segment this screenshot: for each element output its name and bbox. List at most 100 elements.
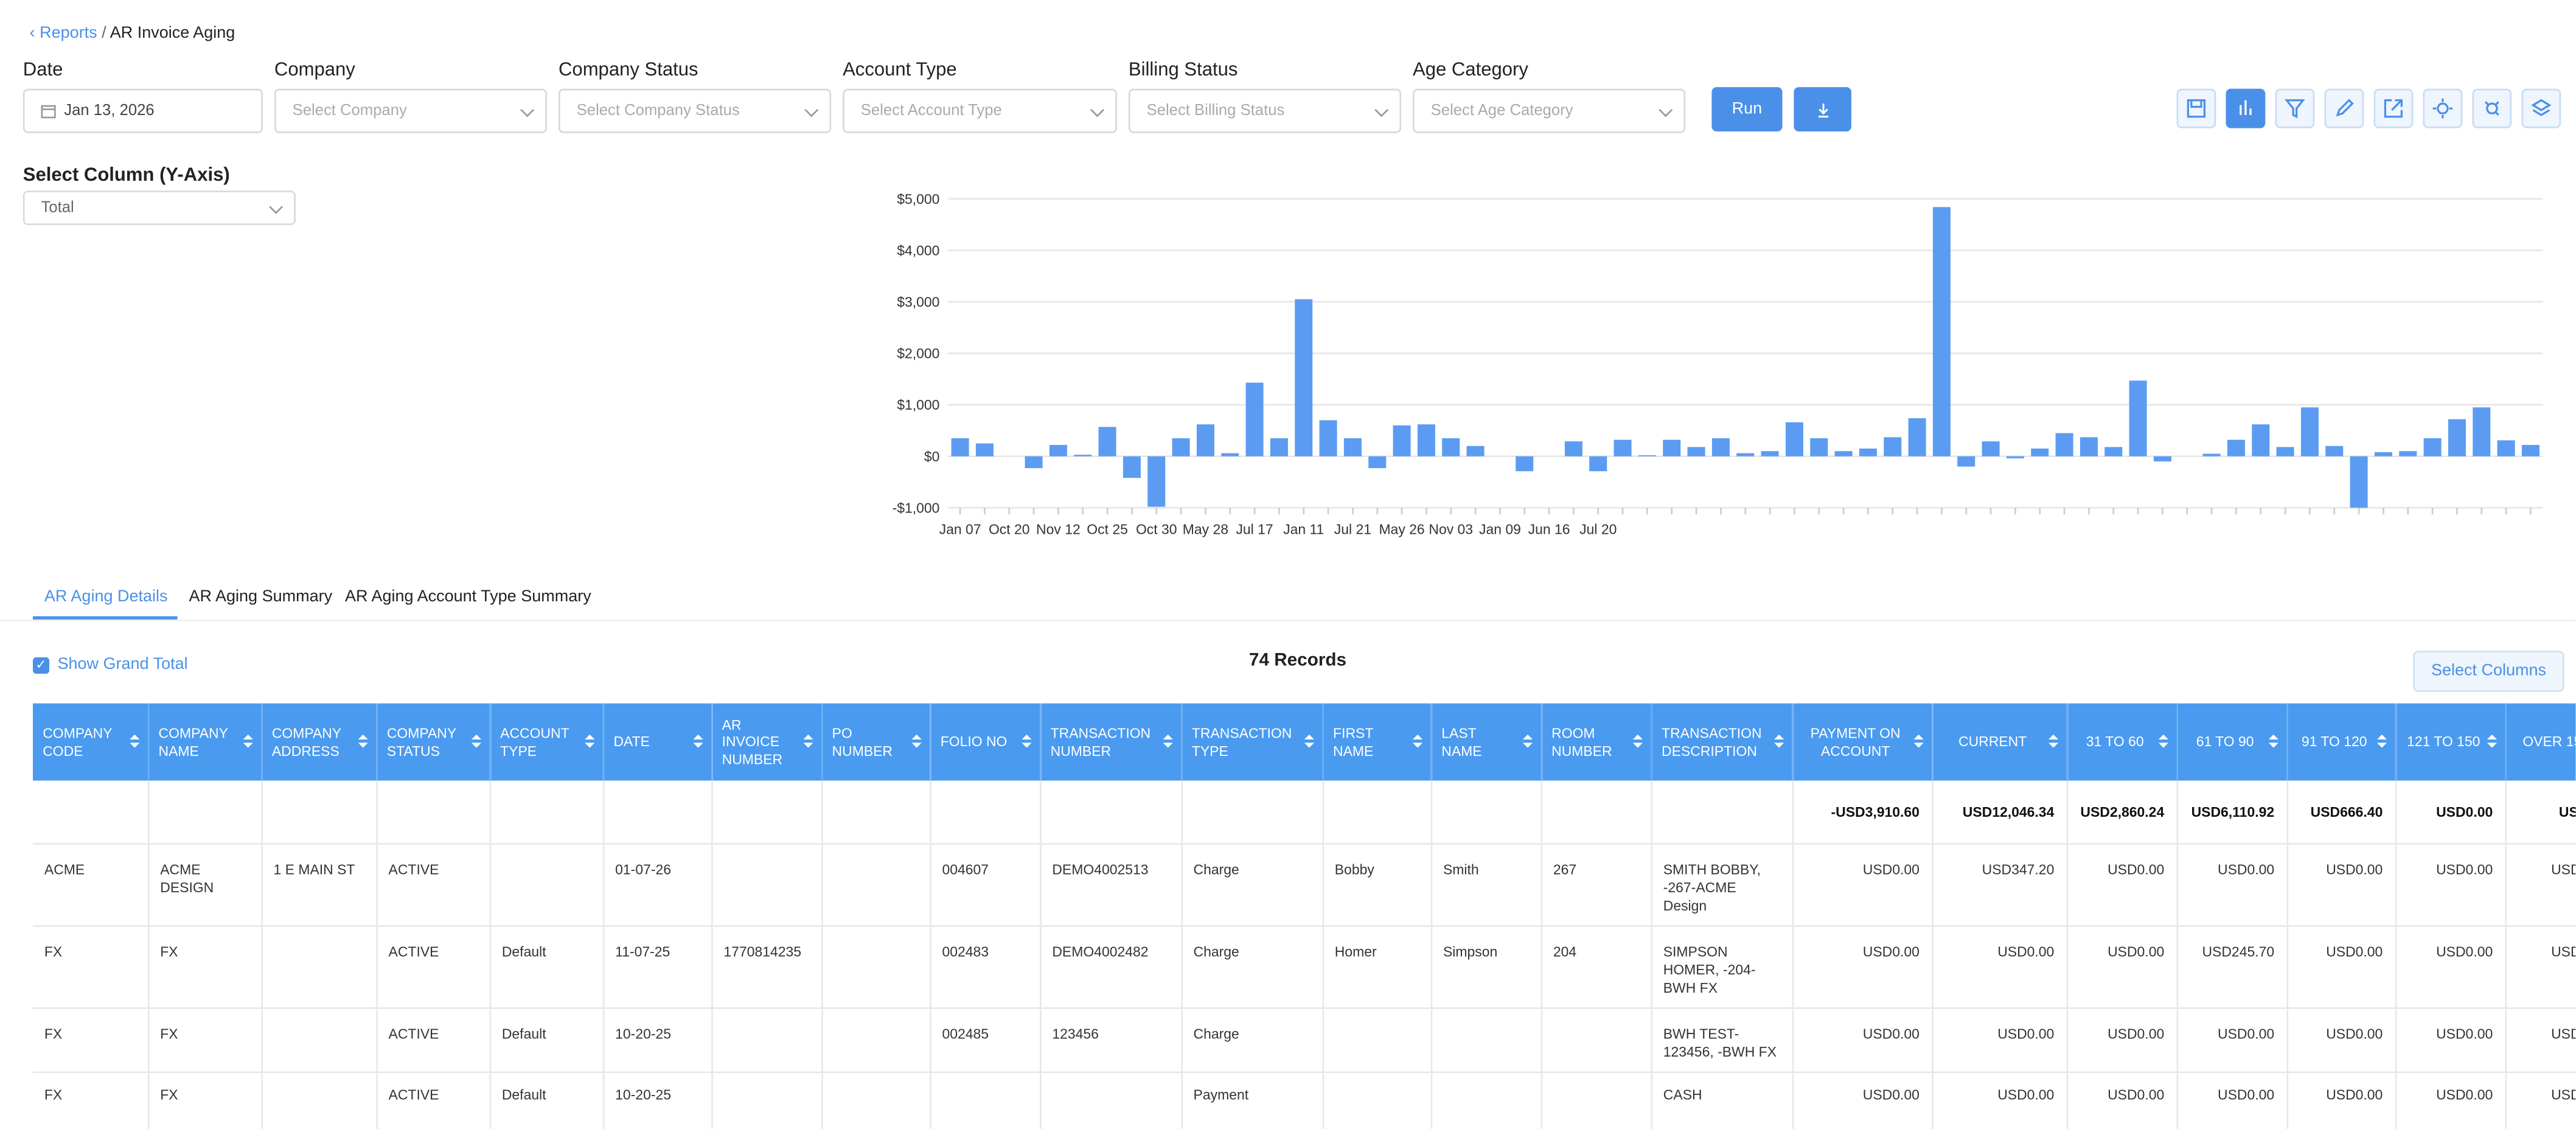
sort-icon[interactable] — [128, 733, 139, 749]
run-button[interactable]: Run — [1711, 87, 1783, 131]
column-header[interactable]: ROOM NUMBER — [1540, 703, 1652, 781]
filter-label: Company — [274, 60, 355, 81]
breadcrumb-link[interactable]: Reports — [40, 24, 97, 43]
bar — [1368, 456, 1387, 469]
download-button[interactable] — [1794, 87, 1851, 131]
sort-icon[interactable] — [692, 733, 703, 749]
filter-input[interactable]: Select Account Type — [843, 88, 1117, 133]
sort-icon[interactable] — [2486, 733, 2496, 749]
table-cell: Default — [489, 926, 604, 1009]
sort-icon[interactable] — [2157, 733, 2168, 749]
bar — [1466, 446, 1485, 456]
toolbar-button[interactable] — [2226, 88, 2266, 128]
filter-input[interactable]: Select Age Category — [1413, 88, 1686, 133]
column-header[interactable]: 61 TO 90 — [2176, 703, 2288, 781]
filter-input[interactable]: Select Company Status — [559, 88, 832, 133]
select-columns-button[interactable]: Select Columns — [2413, 651, 2564, 692]
column-header[interactable]: FIRST NAME — [1322, 703, 1432, 781]
table-cell: Charge — [1181, 1008, 1323, 1074]
y-axis-select[interactable]: Total — [23, 190, 296, 225]
bar — [2374, 452, 2392, 456]
column-header[interactable]: PO NUMBER — [821, 703, 931, 781]
table-cell: USD0.00 — [1792, 1008, 1933, 1074]
sort-icon[interactable] — [1913, 733, 1923, 749]
column-header[interactable]: COMPANY STATUS — [376, 703, 490, 781]
sort-icon[interactable] — [2268, 733, 2278, 749]
table-cell: USD0.00 — [2505, 1008, 2576, 1074]
column-header[interactable]: AR INVOICE NUMBER — [711, 703, 823, 781]
sort-icon[interactable] — [583, 733, 594, 749]
filter-input[interactable]: Select Billing Status — [1128, 88, 1402, 133]
column-header[interactable]: PAYMENT ON ACCOUNT — [1792, 703, 1933, 781]
sort-icon[interactable] — [1773, 733, 1783, 749]
sort-icon[interactable] — [1303, 733, 1314, 749]
sort-icon[interactable] — [1162, 733, 1172, 749]
column-header[interactable]: 31 TO 60 — [2066, 703, 2177, 781]
column-header[interactable]: ACCOUNT TYPE — [489, 703, 604, 781]
sort-icon[interactable] — [2047, 733, 2058, 749]
table-cell: USD0.00 — [2395, 926, 2506, 1009]
sort-icon[interactable] — [242, 733, 252, 749]
sort-icon[interactable] — [1632, 733, 1642, 749]
column-header[interactable]: CURRENT — [1932, 703, 2067, 781]
table-cell — [711, 844, 823, 927]
column-header[interactable]: LAST NAME — [1430, 703, 1542, 781]
filter-input[interactable]: Jan 13, 2026 — [23, 88, 263, 133]
glyph — [2484, 101, 2499, 116]
table-cell: ACME DESIGN — [148, 844, 262, 927]
filter-input[interactable]: Select Company — [274, 88, 548, 133]
column-header[interactable]: 121 TO 150 — [2395, 703, 2506, 781]
grand-total-toggle[interactable]: ✓ Show Grand Total — [33, 655, 188, 674]
column-header[interactable]: TRANSACTION NUMBER — [1040, 703, 1182, 781]
sort-icon[interactable] — [802, 733, 813, 749]
toolbar-button[interactable] — [2472, 88, 2512, 128]
table-cell — [1430, 1008, 1542, 1074]
sort-icon[interactable] — [1522, 733, 1532, 749]
bar — [1982, 441, 2000, 456]
table-cell: USD0.00 — [1792, 844, 1933, 927]
bar — [2497, 440, 2515, 456]
bar — [1074, 455, 1092, 456]
sort-icon[interactable] — [470, 733, 481, 749]
toolbar-icon — [2240, 100, 2252, 116]
sort-icon[interactable] — [911, 733, 921, 749]
table-cell: ACTIVE — [376, 926, 490, 1009]
table-cell — [261, 1072, 377, 1129]
table-cell: Charge — [1181, 926, 1323, 1009]
bar — [2227, 439, 2245, 456]
column-header[interactable]: FOLIO NO — [930, 703, 1041, 781]
toolbar-icon — [2336, 99, 2354, 117]
tab[interactable]: AR Aging Details — [44, 588, 168, 607]
toolbar-button[interactable] — [2521, 88, 2561, 128]
column-header[interactable]: TRANSACTION TYPE — [1181, 703, 1323, 781]
y-tick-label: $1,000 — [897, 397, 939, 413]
tab[interactable]: AR Aging Account Type Summary — [345, 588, 591, 607]
column-header[interactable]: COMPANY NAME — [148, 703, 262, 781]
tab[interactable]: AR Aging Summary — [189, 588, 333, 607]
toolbar-button[interactable] — [2423, 88, 2463, 128]
sort-icon[interactable] — [1412, 733, 1422, 749]
y-axis-select-label: Select Column (Y-Axis) — [23, 166, 230, 186]
sort-icon[interactable] — [357, 733, 367, 749]
table-cell: 10-20-25 — [602, 1072, 712, 1129]
table-cell: USD0.00 — [2066, 1008, 2177, 1074]
checkbox[interactable]: ✓ — [33, 656, 49, 673]
toolbar-icon — [2187, 99, 2206, 118]
table-cell: 1 E MAIN ST — [261, 844, 377, 927]
table-cell: USD347.20 — [1932, 844, 2067, 927]
sort-icon[interactable] — [2376, 733, 2386, 749]
column-header[interactable]: DATE — [602, 703, 712, 781]
toolbar-button[interactable] — [2275, 88, 2315, 128]
toolbar-button[interactable] — [2373, 88, 2414, 128]
sort-icon[interactable] — [1021, 733, 1031, 749]
column-header[interactable]: COMPANY ADDRESS — [261, 703, 377, 781]
filter-placeholder: Select Age Category — [1430, 102, 1573, 121]
toolbar-button[interactable] — [2324, 88, 2364, 128]
column-header[interactable]: OVER 150 — [2505, 703, 2576, 781]
column-header[interactable]: COMPANY CODE — [33, 703, 149, 781]
table-cell: 01-07-26 — [602, 844, 712, 927]
toolbar-button[interactable] — [2176, 88, 2216, 128]
column-header[interactable]: 91 TO 120 — [2286, 703, 2396, 781]
column-header[interactable]: TRANSACTION DESCRIPTION — [1651, 703, 1794, 781]
x-tick-label: Jan 11 — [1283, 521, 1324, 537]
